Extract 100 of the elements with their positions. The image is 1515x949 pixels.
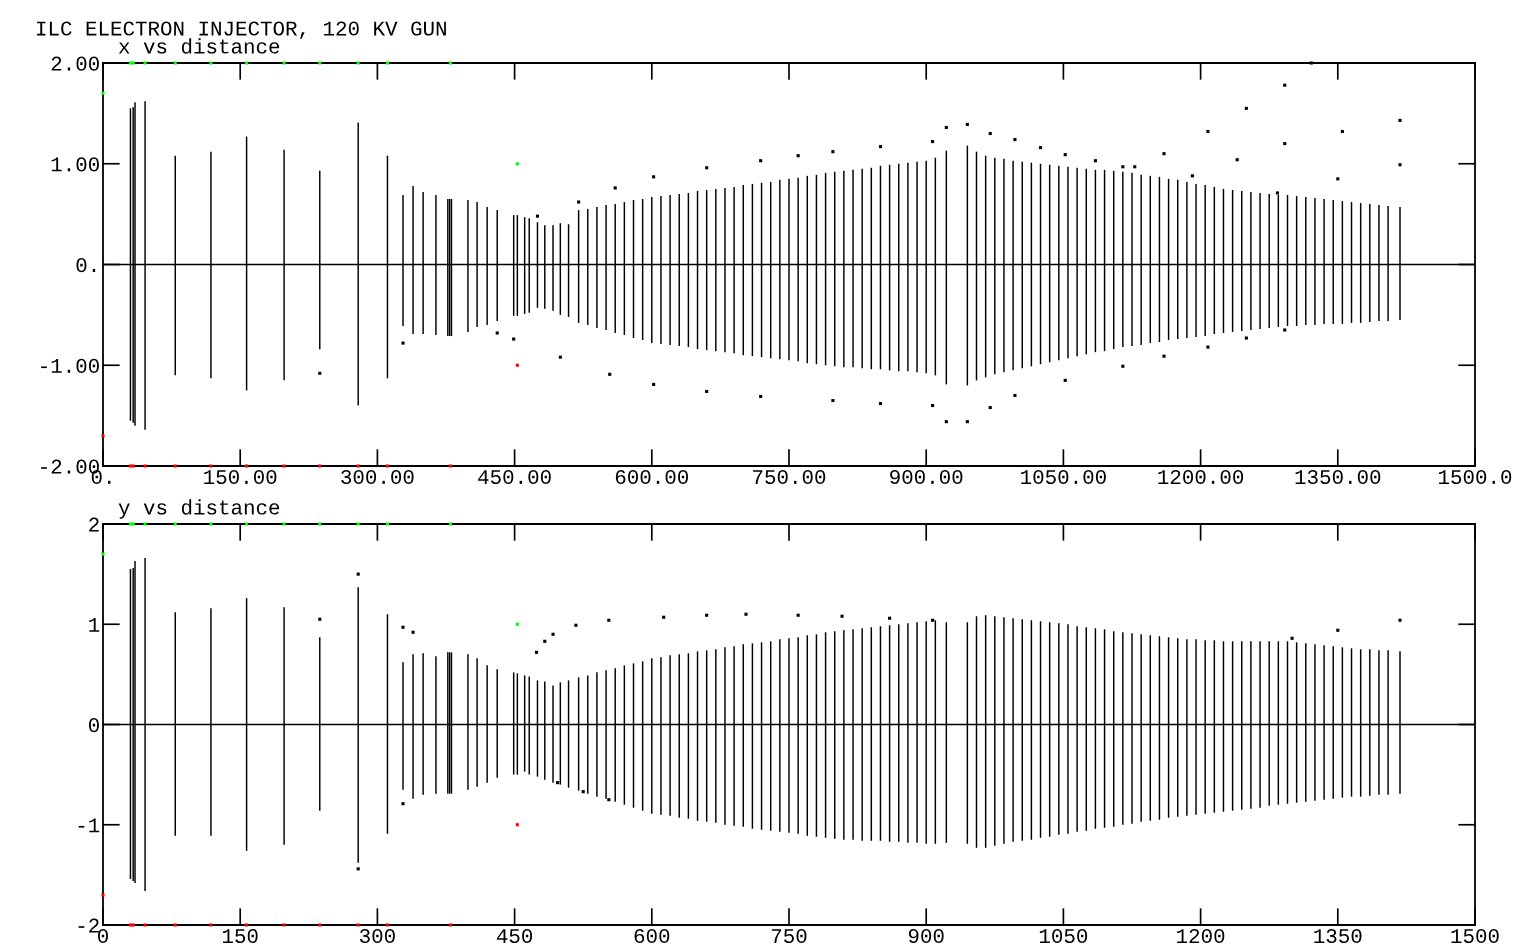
point <box>931 618 935 622</box>
point <box>131 923 135 927</box>
point <box>1162 354 1166 358</box>
point <box>209 923 213 927</box>
point <box>1013 393 1017 398</box>
point <box>385 464 390 468</box>
point <box>1093 159 1097 163</box>
point <box>449 923 453 927</box>
point <box>878 401 883 406</box>
x-tick-label: 450.00 <box>478 469 551 485</box>
point <box>1290 636 1294 640</box>
point <box>1309 61 1313 65</box>
point <box>356 572 360 576</box>
y-tick-label: 2.00 <box>51 56 99 71</box>
point <box>385 522 390 526</box>
point <box>245 61 249 65</box>
point <box>1340 129 1344 134</box>
point <box>796 154 800 158</box>
point <box>282 923 286 927</box>
point <box>449 522 453 526</box>
point <box>840 614 844 618</box>
point <box>209 61 213 65</box>
x-tick-label: 750 <box>771 928 807 944</box>
point <box>944 420 948 424</box>
point <box>1398 618 1402 622</box>
y-tick-label: -1.00 <box>41 358 99 373</box>
point <box>209 522 213 526</box>
point <box>173 61 177 65</box>
point <box>1235 158 1239 162</box>
point <box>143 61 147 65</box>
point <box>318 61 322 65</box>
point <box>705 166 709 170</box>
point <box>607 798 611 802</box>
x-tick-label: 300.00 <box>341 469 414 485</box>
x-tick-label: 600.00 <box>615 469 689 485</box>
point <box>512 337 516 341</box>
x-tick-label: 750.00 <box>753 469 826 485</box>
point <box>209 464 213 468</box>
point <box>173 464 177 468</box>
x-tick-label: 1050 <box>1039 928 1088 944</box>
point <box>931 404 935 408</box>
point <box>543 639 547 643</box>
point <box>101 552 105 556</box>
point <box>1121 165 1125 169</box>
point <box>245 923 249 927</box>
point <box>515 823 519 827</box>
point <box>705 389 709 393</box>
point <box>356 61 360 65</box>
point <box>1398 163 1402 167</box>
point <box>1275 191 1279 195</box>
point <box>1133 165 1137 169</box>
y-tick-label: 0 <box>88 718 99 733</box>
point <box>965 122 969 127</box>
point <box>245 522 249 526</box>
point <box>318 371 322 375</box>
point <box>495 331 499 335</box>
point <box>608 372 612 376</box>
x-tick-label: 1500 <box>1451 928 1499 944</box>
point <box>705 613 709 617</box>
point <box>744 612 748 616</box>
y-tick-label: -2 <box>78 918 99 933</box>
point <box>401 802 405 806</box>
y-tick-label: 2 <box>89 517 99 532</box>
point <box>131 464 135 468</box>
point <box>759 394 763 399</box>
x-tick-label: 1500.0 <box>1439 469 1512 485</box>
point <box>356 522 360 526</box>
point <box>356 867 360 871</box>
point <box>128 61 132 65</box>
point <box>1336 177 1340 181</box>
point <box>101 893 105 897</box>
point <box>128 923 132 927</box>
point <box>1206 345 1210 349</box>
point <box>888 616 892 620</box>
y-tick-label: 1.00 <box>51 157 99 172</box>
point <box>607 618 611 622</box>
point <box>1244 336 1248 340</box>
point <box>1121 364 1125 368</box>
point <box>401 625 405 629</box>
point <box>1336 628 1340 632</box>
point <box>131 61 135 65</box>
point <box>128 464 132 468</box>
point <box>1038 146 1043 150</box>
point <box>831 398 835 403</box>
point <box>931 140 935 144</box>
point <box>535 650 539 654</box>
x-tick-label: 300 <box>359 928 395 944</box>
point <box>988 131 992 136</box>
point <box>143 522 147 526</box>
point <box>558 355 562 359</box>
point <box>173 522 177 526</box>
x-tick-label: 150 <box>222 928 258 944</box>
point <box>356 464 360 468</box>
x-tick-label: 900 <box>908 928 944 944</box>
point <box>1190 174 1194 178</box>
point <box>1063 153 1067 157</box>
point <box>143 464 147 468</box>
point <box>796 613 800 617</box>
point <box>1063 378 1067 382</box>
point <box>449 464 453 468</box>
